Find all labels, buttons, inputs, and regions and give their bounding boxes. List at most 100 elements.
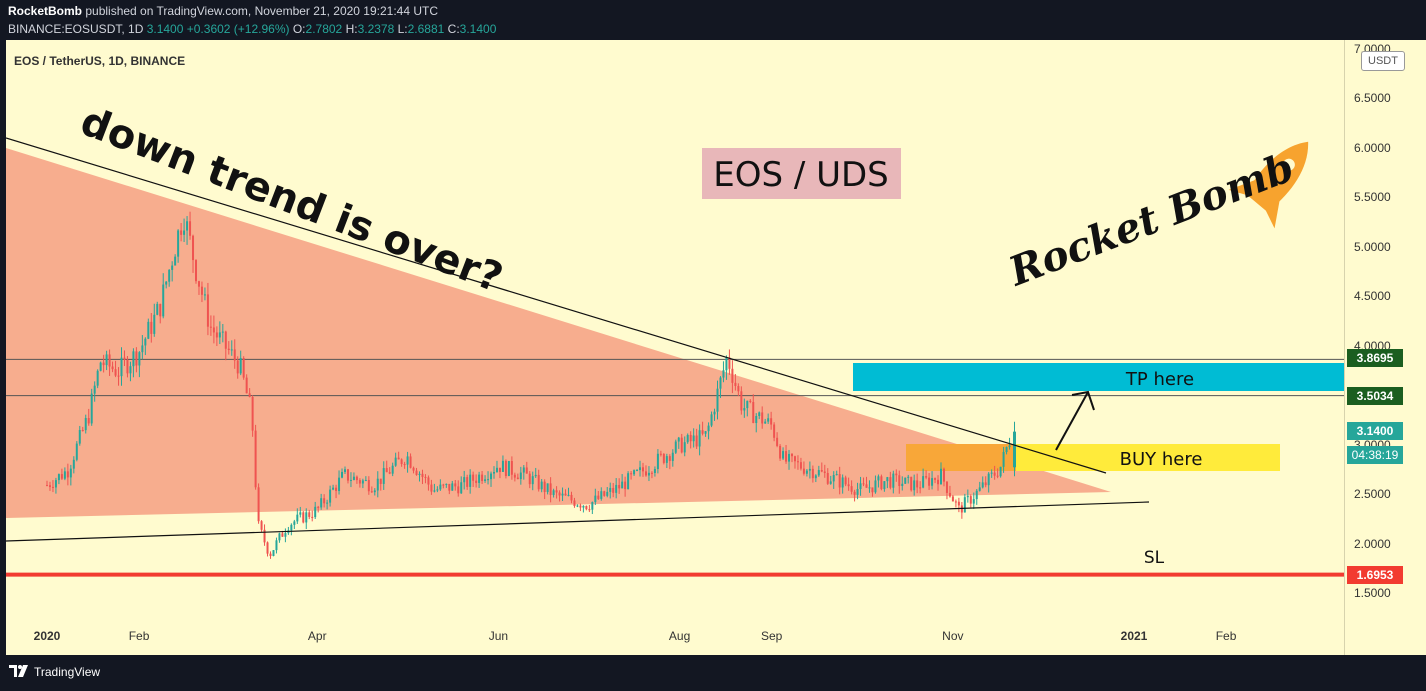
candle-body bbox=[525, 467, 528, 474]
y-tick-label: 2.5000 bbox=[1354, 487, 1391, 501]
candle-body bbox=[889, 477, 892, 488]
candle-body bbox=[197, 281, 200, 287]
open-value: 2.7802 bbox=[305, 22, 343, 36]
candle-body bbox=[445, 483, 448, 485]
candle-body bbox=[495, 467, 498, 473]
candle-body bbox=[743, 408, 746, 411]
candle-body bbox=[442, 484, 445, 486]
candle-body bbox=[481, 474, 484, 481]
y-tick-label: 6.5000 bbox=[1354, 91, 1391, 105]
candle-body bbox=[719, 377, 722, 389]
candle-body bbox=[779, 445, 782, 459]
candle-body bbox=[403, 464, 406, 466]
low-label: L: bbox=[397, 22, 408, 36]
candle-body bbox=[823, 471, 826, 473]
candle-body bbox=[105, 354, 108, 366]
tp-zone-box bbox=[853, 363, 1344, 391]
candle-body bbox=[501, 460, 504, 472]
brand-watermark-text: Rocket Bomb bbox=[1002, 144, 1300, 296]
candle-body bbox=[66, 471, 69, 478]
candle-body bbox=[60, 474, 63, 479]
candle-body bbox=[192, 235, 195, 261]
candle-body bbox=[493, 472, 495, 474]
candle-body bbox=[636, 470, 639, 472]
candle-body bbox=[361, 480, 364, 484]
symbol-title: EOS / TetherUS, 1D, BINANCE bbox=[14, 54, 186, 68]
candle-body bbox=[364, 479, 367, 481]
currency-button[interactable]: USDT bbox=[1361, 51, 1405, 71]
candle-body bbox=[522, 467, 525, 473]
candle-body bbox=[770, 418, 773, 425]
candle-body bbox=[454, 483, 457, 487]
candle-body bbox=[904, 477, 907, 484]
candle-body bbox=[862, 483, 865, 485]
candle-body bbox=[791, 453, 793, 457]
publish-info: RocketBomb published on TradingView.com,… bbox=[8, 4, 438, 18]
candle-body bbox=[379, 478, 382, 484]
author-name[interactable]: RocketBomb bbox=[8, 4, 83, 18]
candle-body bbox=[195, 260, 197, 282]
candle-body bbox=[224, 331, 227, 349]
y-tick-label: 2.0000 bbox=[1354, 536, 1391, 551]
candle-body bbox=[901, 483, 904, 486]
candle-body bbox=[642, 467, 644, 472]
candle-body bbox=[895, 473, 898, 476]
candle-body bbox=[490, 473, 493, 480]
candle-body bbox=[838, 474, 841, 488]
candle-body bbox=[796, 461, 799, 463]
candle-body bbox=[942, 468, 945, 482]
candle-body bbox=[612, 487, 615, 493]
candle-body bbox=[993, 472, 996, 476]
candle-body bbox=[263, 529, 266, 543]
candle-body bbox=[308, 512, 311, 517]
candle-body bbox=[859, 483, 862, 490]
candle-body bbox=[802, 468, 805, 474]
tp-level-tag: 3.8695 bbox=[1347, 349, 1403, 367]
candle-body bbox=[600, 491, 603, 499]
publish-text: published on TradingView.com, November 2… bbox=[82, 4, 439, 18]
candle-body bbox=[257, 487, 260, 522]
rocket-body bbox=[1245, 141, 1309, 212]
candle-body bbox=[573, 500, 576, 507]
sl-label-text: SL bbox=[1144, 548, 1165, 568]
candle-body bbox=[466, 477, 469, 487]
candle-body bbox=[69, 468, 72, 478]
candle-body bbox=[81, 429, 84, 431]
candle-body bbox=[305, 512, 308, 523]
candle-body bbox=[731, 368, 734, 383]
candle-body bbox=[558, 492, 561, 496]
candle-body bbox=[615, 484, 618, 493]
candle-body bbox=[609, 487, 612, 492]
tradingview-logo-icon[interactable] bbox=[8, 663, 30, 679]
candle-body bbox=[415, 470, 418, 475]
candle-body bbox=[549, 483, 552, 495]
candle-body bbox=[540, 481, 543, 490]
candle-body bbox=[451, 483, 454, 491]
candle-body bbox=[597, 495, 600, 499]
candle-body bbox=[922, 476, 925, 488]
candle-body bbox=[984, 482, 987, 486]
candle-body bbox=[591, 502, 594, 510]
candle-body bbox=[639, 467, 642, 471]
x-tick-label: 2021 bbox=[1120, 629, 1148, 643]
ohlc-line: BINANCE:EOSUSDT, 1D 3.1400 +0.3602 (+12.… bbox=[8, 22, 496, 36]
candle-body bbox=[165, 281, 168, 285]
candle-body bbox=[969, 496, 972, 504]
downtrend-line bbox=[6, 137, 1107, 474]
x-tick-label: Feb bbox=[1215, 629, 1237, 643]
chart-plot-area[interactable]: down trend is over? EOS / UDS TP here BUY h… bbox=[6, 40, 1344, 655]
candle-body bbox=[430, 484, 433, 492]
candle-body bbox=[439, 484, 442, 490]
tradingview-brand[interactable]: TradingView bbox=[34, 665, 101, 679]
candle-body bbox=[242, 358, 245, 378]
candle-body bbox=[1008, 445, 1011, 448]
candle-body bbox=[1005, 447, 1008, 452]
candle-body bbox=[448, 483, 451, 491]
candle-body bbox=[537, 474, 540, 490]
candle-body bbox=[996, 475, 999, 477]
candle-body bbox=[528, 473, 531, 485]
candle-body bbox=[963, 497, 966, 513]
price-axis[interactable] bbox=[1344, 40, 1426, 655]
candle-body bbox=[418, 473, 421, 475]
